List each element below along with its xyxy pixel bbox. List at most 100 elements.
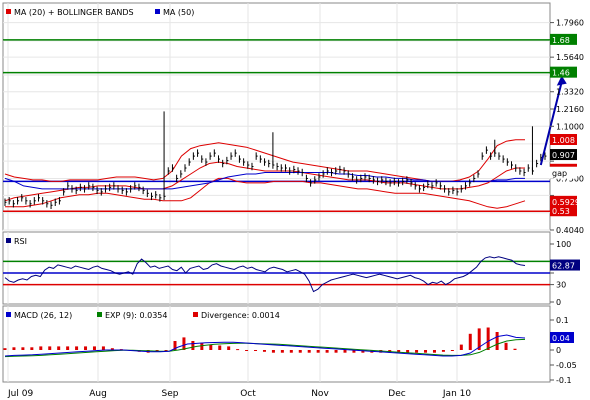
- rsi-line: [4, 256, 526, 293]
- price-tag-box: [550, 205, 577, 217]
- month-label: Jul 09: [7, 389, 33, 399]
- macd-tick-label: 0.1: [556, 316, 569, 325]
- divergence-bar: [406, 350, 410, 353]
- legend-label-exp: EXP (9): 0.0354: [105, 311, 167, 320]
- divergence-bar: [289, 350, 293, 353]
- rsi-tick-label: 0: [556, 298, 561, 307]
- price-legend: MA (20) + BOLLINGER BANDS MA (50): [6, 8, 194, 17]
- divergence-bar: [66, 346, 70, 350]
- month-label: Aug: [89, 389, 107, 399]
- macd-series: [4, 334, 526, 358]
- rsi-axis-ticks: 100 30 0: [550, 240, 571, 307]
- divergence-bar: [12, 347, 16, 350]
- divergence-bar: [334, 350, 338, 353]
- macd-axis-ticks: 0.1 0 -0.05 -0.1: [550, 316, 577, 385]
- divergence-bar: [173, 341, 177, 350]
- rsi-series: [4, 256, 526, 293]
- legend-swatch-exp: [97, 312, 102, 317]
- price-tag-label: gap: [552, 169, 567, 178]
- divergence-bar: [164, 350, 168, 351]
- divergence-bar: [513, 348, 517, 350]
- divergence-bar: [450, 350, 454, 351]
- divergence-bar: [254, 350, 258, 351]
- price-grid: [3, 3, 550, 231]
- macd-tick-label: -0.05: [556, 361, 577, 370]
- macd-tick-label: -0.1: [556, 376, 572, 385]
- divergence-bar: [343, 350, 347, 353]
- divergence-bar: [75, 346, 79, 350]
- macd-tag-label: 0.04: [552, 334, 570, 343]
- legend-label-rsi: RSI: [14, 237, 27, 246]
- divergence-bar: [415, 350, 419, 353]
- legend-swatch-ma50: [155, 9, 160, 14]
- divergence-bar: [48, 346, 52, 350]
- price-tag-label: 1.008: [552, 136, 575, 145]
- divergence-bar: [39, 346, 43, 350]
- legend-label-divergence: Divergence: 0.0014: [201, 311, 280, 320]
- macd-divergence-bars: [3, 327, 517, 353]
- month-label: Nov: [311, 389, 329, 399]
- divergence-bar: [191, 341, 195, 350]
- rsi-level-lines: [3, 260, 550, 286]
- price-tick-label: 1.5640: [556, 53, 584, 62]
- price-tick-label: 0.7500: [556, 174, 584, 183]
- divergence-bar: [209, 344, 213, 350]
- divergence-bar: [459, 344, 463, 350]
- projection-arrow-head: [556, 75, 567, 86]
- price-bars: [4, 111, 547, 209]
- divergence-bar: [182, 337, 186, 350]
- price-tag-box: [549, 166, 578, 179]
- price-tick-label: 0.4040: [556, 226, 584, 235]
- divergence-bar: [57, 346, 61, 350]
- divergence-bar: [101, 346, 105, 350]
- macd-tick-label: 0: [556, 346, 561, 355]
- divergence-bar: [441, 350, 445, 352]
- projection-arrow-shaft: [539, 81, 563, 166]
- divergence-bar: [21, 347, 25, 350]
- divergence-bar: [361, 350, 365, 353]
- rsi-legend: RSI: [6, 237, 27, 246]
- macd-legend: MACD (26, 12) EXP (9): 0.0354 Divergence…: [6, 311, 280, 320]
- month-label: Jan 10: [442, 389, 471, 399]
- ma50-series: [4, 172, 525, 190]
- divergence-bar: [236, 349, 240, 351]
- divergence-bar: [280, 350, 284, 353]
- divergence-bar: [227, 346, 231, 350]
- divergence-bar: [298, 350, 302, 353]
- divergence-bar: [316, 350, 320, 353]
- price-panel-frame: [2, 2, 551, 231]
- price-tag-label: 1.68: [552, 36, 570, 45]
- divergence-bar: [271, 350, 275, 353]
- divergence-bar: [3, 348, 7, 350]
- price-tag-box: [550, 195, 577, 207]
- macd-grid: [7, 306, 458, 382]
- rsi-tick-label: 30: [556, 281, 566, 290]
- price-tag-box: [550, 66, 577, 78]
- macd-line: [4, 334, 526, 357]
- price-tick-label: 1.1000: [556, 122, 584, 131]
- price-tag-label: 0.5929: [552, 198, 580, 207]
- month-axis-labels: Jul 09 Aug Sep Oct Nov Dec Jan 10: [7, 389, 471, 399]
- divergence-bar: [92, 346, 96, 350]
- divergence-bar: [200, 342, 204, 350]
- price-tick-label: 1.7960: [556, 19, 584, 28]
- divergence-bar: [424, 350, 428, 353]
- legend-label-ma20: MA (20) + BOLLINGER BANDS: [14, 8, 134, 17]
- rsi-tag-box: [550, 259, 580, 271]
- projection-arrow: [539, 75, 567, 166]
- price-axis-ticks: 1.7960 1.5640 1.3320 1.2160 1.1000 0.7500 0.40…: [550, 19, 584, 235]
- ma20-line: [4, 161, 525, 202]
- divergence-bar: [352, 350, 356, 353]
- month-label: Sep: [162, 389, 179, 399]
- price-tag-box: [550, 149, 577, 161]
- divergence-bar: [30, 347, 34, 350]
- legend-label-macd: MACD (26, 12): [14, 311, 72, 320]
- month-label: Oct: [240, 389, 256, 399]
- rsi-current-tag: 62.87: [550, 259, 580, 271]
- rsi-tag-label: 62.87: [552, 262, 575, 271]
- price-tag-label: 0.53: [552, 207, 570, 216]
- legend-swatch-ma20: [6, 9, 11, 14]
- legend-swatch-rsi: [6, 238, 11, 243]
